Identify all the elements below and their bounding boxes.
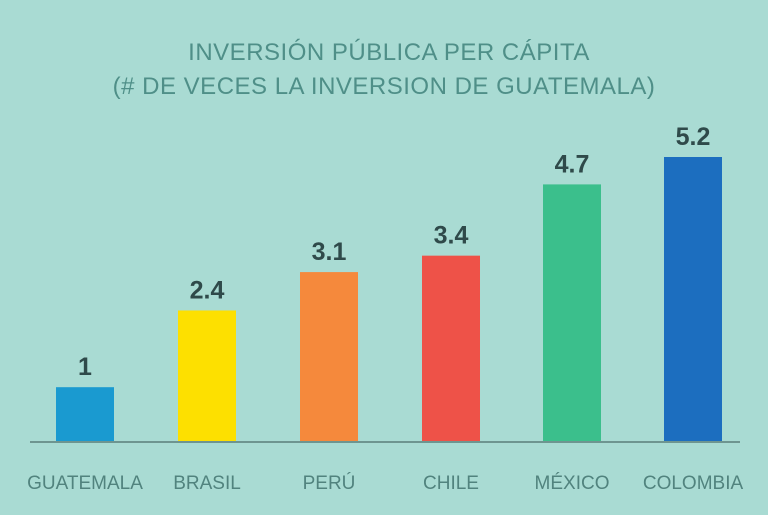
- value-label-méxico: 4.7: [555, 150, 590, 178]
- value-label-guatemala: 1: [78, 353, 92, 381]
- chart-title-line-1: INVERSIÓN PÚBLICA PER CÁPITA: [188, 39, 590, 66]
- value-label-colombia: 5.2: [676, 123, 711, 151]
- category-label-brasil: BRASIL: [173, 473, 241, 494]
- bar-colombia: [664, 157, 722, 442]
- category-label-colombia: COLOMBIA: [643, 473, 744, 494]
- value-label-chile: 3.4: [434, 222, 469, 250]
- category-label-perú: PERÚ: [303, 472, 356, 494]
- labels-layer: 1 GUATEMALA 2.4 BRASIL 3.1 PERÚ 3.4 CHILE 4.7 MÉX…: [27, 123, 743, 494]
- bar-brasil: [178, 310, 236, 442]
- bars-layer: [56, 157, 722, 442]
- value-label-brasil: 2.4: [190, 276, 225, 304]
- bar-guatemala: [56, 387, 114, 442]
- bar-chile: [422, 255, 480, 442]
- chart-title-line-2: (# DE VECES LA INVERSION DE GUATEMALA): [113, 73, 656, 100]
- value-label-perú: 3.1: [312, 238, 347, 266]
- category-label-chile: CHILE: [423, 473, 479, 494]
- bar-perú: [300, 272, 358, 442]
- category-label-guatemala: GUATEMALA: [27, 473, 143, 494]
- bar-méxico: [543, 184, 601, 442]
- category-label-méxico: MÉXICO: [535, 473, 610, 494]
